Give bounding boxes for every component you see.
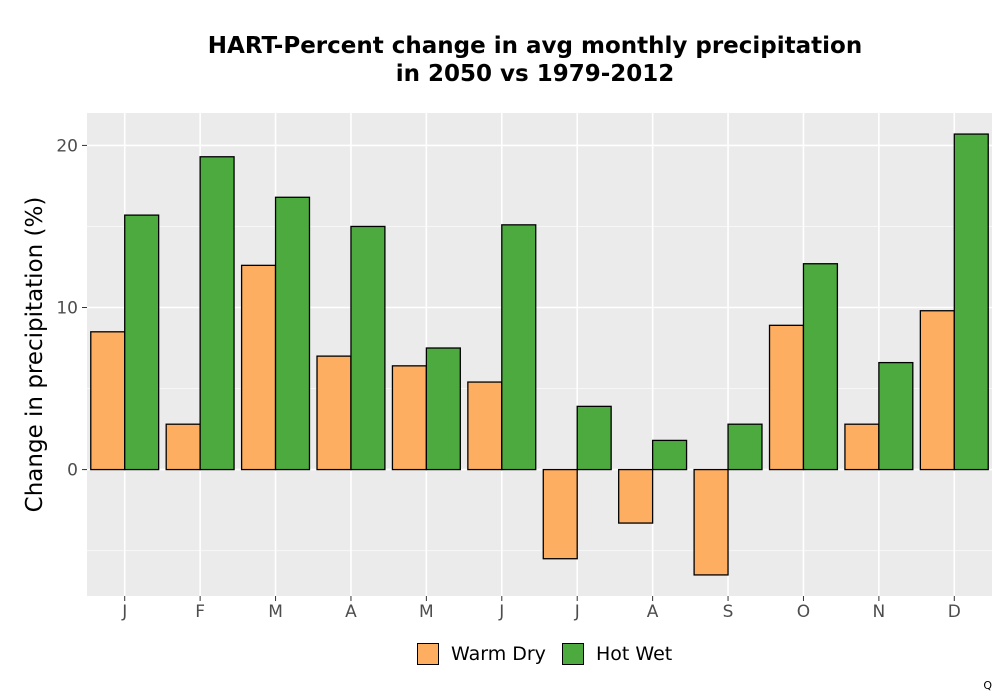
bar-hot-wet <box>199 156 235 471</box>
bar-warm-dry <box>90 331 126 471</box>
x-tick-label: A <box>345 602 357 622</box>
bar-hot-wet <box>802 263 839 471</box>
x-tick-label: J <box>121 602 127 622</box>
y-tick-label: 20 <box>56 136 78 156</box>
bar-hot-wet <box>878 361 914 471</box>
bar-hot-wet <box>124 214 160 471</box>
bar-warm-dry <box>693 468 729 576</box>
x-tick-label: J <box>498 602 504 622</box>
legend-item-hot-wet: Hot Wet <box>562 641 672 667</box>
x-tick-label: D <box>948 602 961 622</box>
bar-hot-wet <box>501 224 537 471</box>
bar-warm-dry <box>240 264 277 471</box>
bar-warm-dry <box>768 324 805 471</box>
plot-panel <box>87 113 992 596</box>
bar-hot-wet <box>727 423 763 471</box>
x-tick-label: M <box>268 602 283 622</box>
bar-hot-wet <box>425 347 461 471</box>
x-tick-label: F <box>195 602 205 622</box>
bar-warm-dry <box>919 310 955 471</box>
corner-mark: Q <box>983 679 992 692</box>
bar-warm-dry <box>391 365 428 471</box>
bar-hot-wet <box>576 405 612 471</box>
x-tick-label: N <box>873 602 886 622</box>
chart-title-line-1: HART-Percent change in avg monthly preci… <box>207 33 863 59</box>
bar-warm-dry <box>542 468 578 560</box>
bar-hot-wet <box>651 439 688 471</box>
chart-title-line-2: in 2050 vs 1979-2012 <box>395 61 675 87</box>
legend-swatch-hot-wet <box>562 643 584 665</box>
bar-warm-dry <box>165 423 201 471</box>
bar-hot-wet <box>274 196 311 471</box>
y-tick-label: 10 <box>56 298 78 318</box>
legend-label-hot-wet: Hot Wet <box>596 643 673 665</box>
x-tick-label: A <box>647 602 659 622</box>
x-tick-label: J <box>574 602 580 622</box>
bar-hot-wet <box>350 225 386 471</box>
bar-hot-wet <box>953 133 989 471</box>
x-tick-label: S <box>723 602 734 622</box>
bar-warm-dry <box>618 468 654 524</box>
x-tick-label: M <box>419 602 434 622</box>
y-axis-label: Change in precipitation (%) <box>22 197 48 513</box>
x-tick-label: O <box>797 602 810 622</box>
y-tick-label: 0 <box>67 461 78 481</box>
legend-item-warm-dry: Warm Dry <box>417 641 546 667</box>
bar-warm-dry <box>467 381 503 471</box>
legend-label-warm-dry: Warm Dry <box>451 643 546 665</box>
legend: Warm Dry Hot Wet <box>0 641 1000 669</box>
bar-warm-dry <box>316 355 352 471</box>
legend-swatch-warm-dry <box>417 643 439 665</box>
bar-warm-dry <box>844 423 880 471</box>
